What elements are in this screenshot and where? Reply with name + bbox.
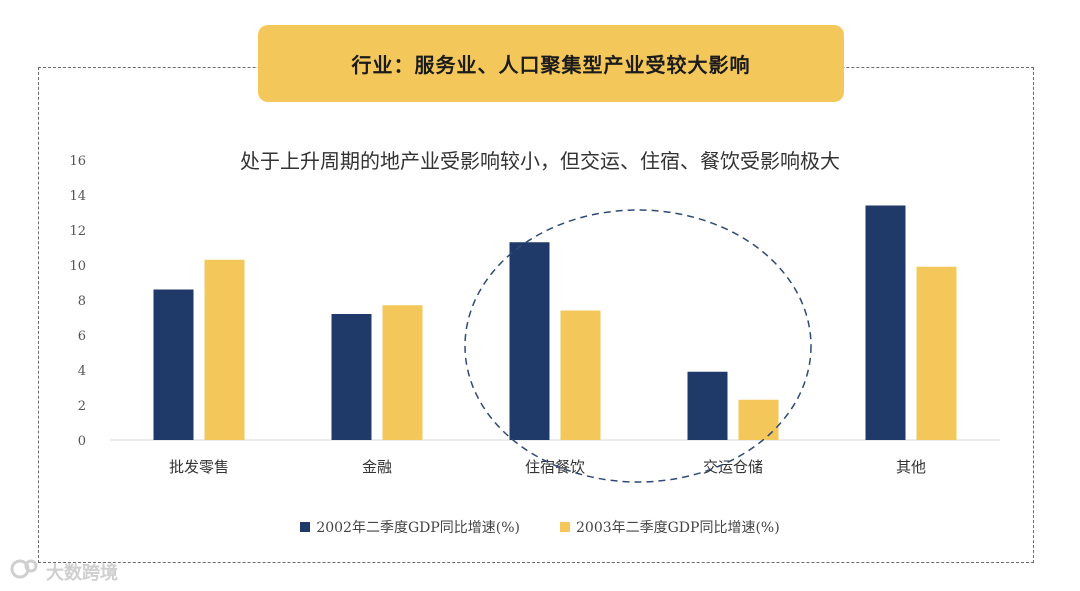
x-tick-label: 金融	[362, 458, 392, 476]
bar-2003	[738, 399, 779, 440]
y-tick-label: 14	[69, 189, 86, 204]
bar-2003	[204, 259, 245, 440]
highlight-ellipse	[464, 209, 812, 483]
legend-item-2002: 2002年二季度GDP同比增速(%)	[300, 517, 520, 537]
legend-label-2002: 2002年二季度GDP同比增速(%)	[316, 520, 520, 536]
y-tick-label: 0	[78, 434, 86, 449]
y-tick-label: 16	[69, 154, 86, 169]
bar-2002	[687, 371, 728, 440]
bar-2002	[509, 242, 550, 440]
x-tick-label: 交运仓储	[703, 458, 763, 476]
legend-swatch-2003	[560, 522, 570, 532]
banner-title: 行业：服务业、人口聚集型产业受较大影响	[351, 53, 751, 77]
x-tick-label: 批发零售	[169, 458, 229, 476]
bar-2002	[865, 205, 906, 440]
bar-2003	[560, 310, 601, 440]
watermark-logo-icon	[10, 558, 40, 585]
watermark: 大数跨境	[10, 558, 118, 585]
legend-item-2003: 2003年二季度GDP同比增速(%)	[560, 517, 780, 537]
bar-2002	[153, 289, 194, 440]
bar-2002	[331, 314, 372, 440]
watermark-text: 大数跨境	[46, 562, 118, 584]
y-tick-label: 6	[78, 329, 86, 344]
title-banner: 行业：服务业、人口聚集型产业受较大影响	[258, 25, 844, 102]
legend-label-2003: 2003年二季度GDP同比增速(%)	[576, 520, 780, 536]
legend-swatch-2002	[300, 522, 311, 532]
y-tick-label: 10	[69, 259, 86, 274]
chart-title: 处于上升周期的地产业受影响较小，但交运、住宿、餐饮受影响极大	[240, 149, 840, 173]
chart-legend: 2002年二季度GDP同比增速(%) 2003年二季度GDP同比增速(%)	[0, 517, 1080, 537]
y-tick-label: 8	[78, 294, 86, 309]
x-tick-label: 其他	[896, 458, 926, 476]
y-tick-label: 2	[78, 399, 86, 414]
y-tick-label: 12	[69, 224, 86, 239]
bar-2003	[916, 266, 957, 440]
bar-2003	[382, 305, 423, 440]
y-tick-label: 4	[78, 364, 86, 379]
